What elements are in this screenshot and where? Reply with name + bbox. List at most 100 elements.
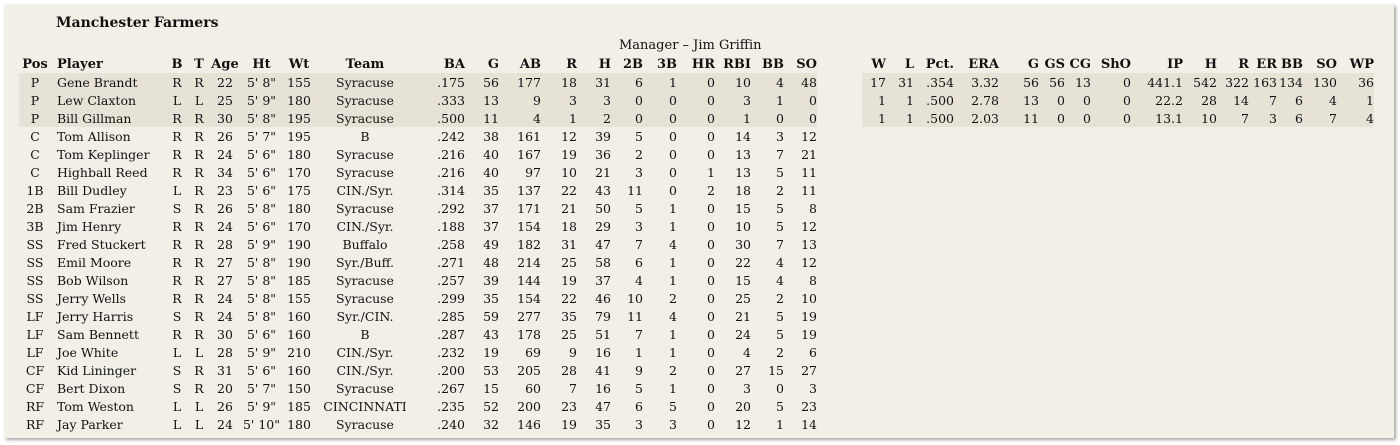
batting-cell: 22 — [210, 73, 240, 91]
batting-cell: 1 — [669, 272, 677, 288]
batting-cell: Syracuse — [315, 91, 415, 109]
batting-cell: R — [188, 109, 210, 127]
batting-cell: Jerry Harris — [57, 308, 134, 324]
batting-cell: 3 — [635, 218, 643, 234]
pitching-cell: 17 — [862, 73, 886, 91]
pitching-cell: 1 — [886, 109, 914, 127]
batting-cell: L — [172, 416, 182, 432]
batting-cell: R — [194, 362, 204, 378]
batting-cell: 0 — [707, 254, 715, 270]
batting-header-row: Pos Player B T Age Ht Wt Team BA G AB R H 2B 3B HR RBI BB… — [19, 55, 817, 73]
batting-cell: 180 — [283, 91, 315, 109]
batting-cell: .175 — [415, 73, 465, 91]
batting-cell: 23 — [217, 182, 233, 198]
batting-cell: 10 — [561, 164, 577, 180]
batting-cell: 190 — [287, 236, 311, 252]
batting-cell: Jerry Wells — [57, 290, 127, 306]
batting-cell: 19 — [801, 308, 817, 324]
batting-cell: 1 — [643, 73, 677, 91]
batting-cell: 3 — [776, 128, 784, 144]
batting-cell: 5 — [776, 218, 784, 234]
batting-cell: R — [194, 146, 204, 162]
batting-cell: 47 — [595, 398, 611, 414]
batting-cell: R — [172, 326, 182, 342]
batting-cell: 5 — [776, 326, 784, 342]
batting-cell: 19 — [483, 344, 499, 360]
batting-cell: 40 — [483, 164, 499, 180]
pitching-cell: 28 — [1183, 91, 1217, 109]
batting-cell: 137 — [517, 182, 541, 198]
batting-cell: .216 — [437, 146, 465, 162]
pitching-header-cell: ShO — [1100, 56, 1131, 72]
batting-cell: 7 — [635, 326, 643, 342]
batting-cell: 0 — [707, 200, 715, 216]
pitching-cell: 0 — [1065, 91, 1091, 109]
pitching-header-cell: H — [1204, 56, 1217, 72]
batting-cell: 5' 9" — [246, 398, 277, 414]
pitching-header-cell: ERA — [968, 56, 999, 72]
batting-header-cell: BA — [443, 56, 465, 72]
pitching-cell: 1 — [1337, 91, 1374, 109]
batting-cell: 60 — [525, 380, 541, 396]
batting-cell: .333 — [415, 91, 465, 109]
batting-cell: 170 — [287, 218, 311, 234]
pitching-row: 17 31.354 3.32 56 56 13 0 441.1 542 322 163 134 130 3… — [862, 73, 1374, 91]
batting-cell: R — [194, 254, 204, 270]
batting-cell: 5' 7" — [246, 380, 277, 396]
batting-cell: 10 — [801, 290, 817, 306]
batting-cell: 0 — [611, 109, 643, 127]
pitching-cell: 0 — [1091, 73, 1131, 91]
pitching-cell: 13 — [999, 91, 1039, 109]
pitching-header-cell: IP — [1167, 56, 1183, 72]
batting-cell: 11 — [627, 308, 643, 324]
batting-cell: SS — [26, 254, 44, 270]
batting-cell: 12 — [561, 128, 577, 144]
pitching-header-cell: WP — [1349, 56, 1374, 72]
batting-cell: 6 — [809, 344, 817, 360]
batting-cell: 0 — [707, 308, 715, 324]
batting-cell: .299 — [437, 290, 465, 306]
batting-cell: 5' 7" — [246, 128, 277, 144]
batting-header-cell: G — [487, 56, 499, 72]
batting-cell: 4 — [499, 109, 541, 127]
pitching-cell: 322 — [1217, 73, 1249, 91]
batting-cell: L — [166, 91, 188, 109]
pitching-cell: 130 — [1303, 73, 1337, 91]
batting-cell: 11 — [801, 164, 817, 180]
batting-cell: 30 — [210, 109, 240, 127]
batting-cell: Syracuse — [336, 416, 394, 432]
batting-cell: 175 — [287, 182, 311, 198]
batting-cell: R — [194, 380, 204, 396]
batting-cell: Syracuse — [336, 290, 394, 306]
batting-cell: R — [194, 200, 204, 216]
batting-cell: 28 — [561, 362, 577, 378]
team-title: Manchester Farmers — [56, 15, 219, 31]
pitching-cell: 11 — [999, 109, 1039, 127]
batting-cell: 25 — [561, 326, 577, 342]
batting-cell: 3 — [669, 416, 677, 432]
batting-cell: 2 — [669, 290, 677, 306]
batting-cell: 27 — [801, 362, 817, 378]
batting-cell: Bob Wilson — [57, 272, 129, 288]
batting-cell: P — [19, 91, 51, 109]
pitching-cell: 56 — [999, 73, 1039, 91]
batting-row: LF Joe White L L 28 5' 9" 210 CIN./Syr. .232 19 69… — [19, 343, 818, 361]
pitching-cell: 134 — [1277, 73, 1303, 91]
batting-cell: CIN./Syr. — [336, 218, 394, 234]
batting-cell: 4 — [776, 272, 784, 288]
batting-cell: 2 — [635, 146, 643, 162]
batting-cell: 59 — [483, 308, 499, 324]
batting-cell: Tom Keplinger — [57, 146, 150, 162]
batting-cell: SS — [26, 290, 44, 306]
batting-cell: SS — [26, 272, 44, 288]
batting-cell: 79 — [595, 308, 611, 324]
batting-cell: 1 — [541, 109, 577, 127]
batting-row: 3B Jim Henry R R 24 5' 6" 170 CIN./Syr. .188 37 15… — [19, 217, 817, 235]
batting-cell: C — [30, 146, 40, 162]
batting-cell: 5 — [635, 128, 643, 144]
batting-cell: 0 — [707, 416, 715, 432]
batting-cell: 3 — [743, 380, 751, 396]
batting-header-cell: T — [194, 56, 204, 72]
batting-cell: .267 — [437, 380, 465, 396]
batting-cell: 3 — [635, 416, 643, 432]
